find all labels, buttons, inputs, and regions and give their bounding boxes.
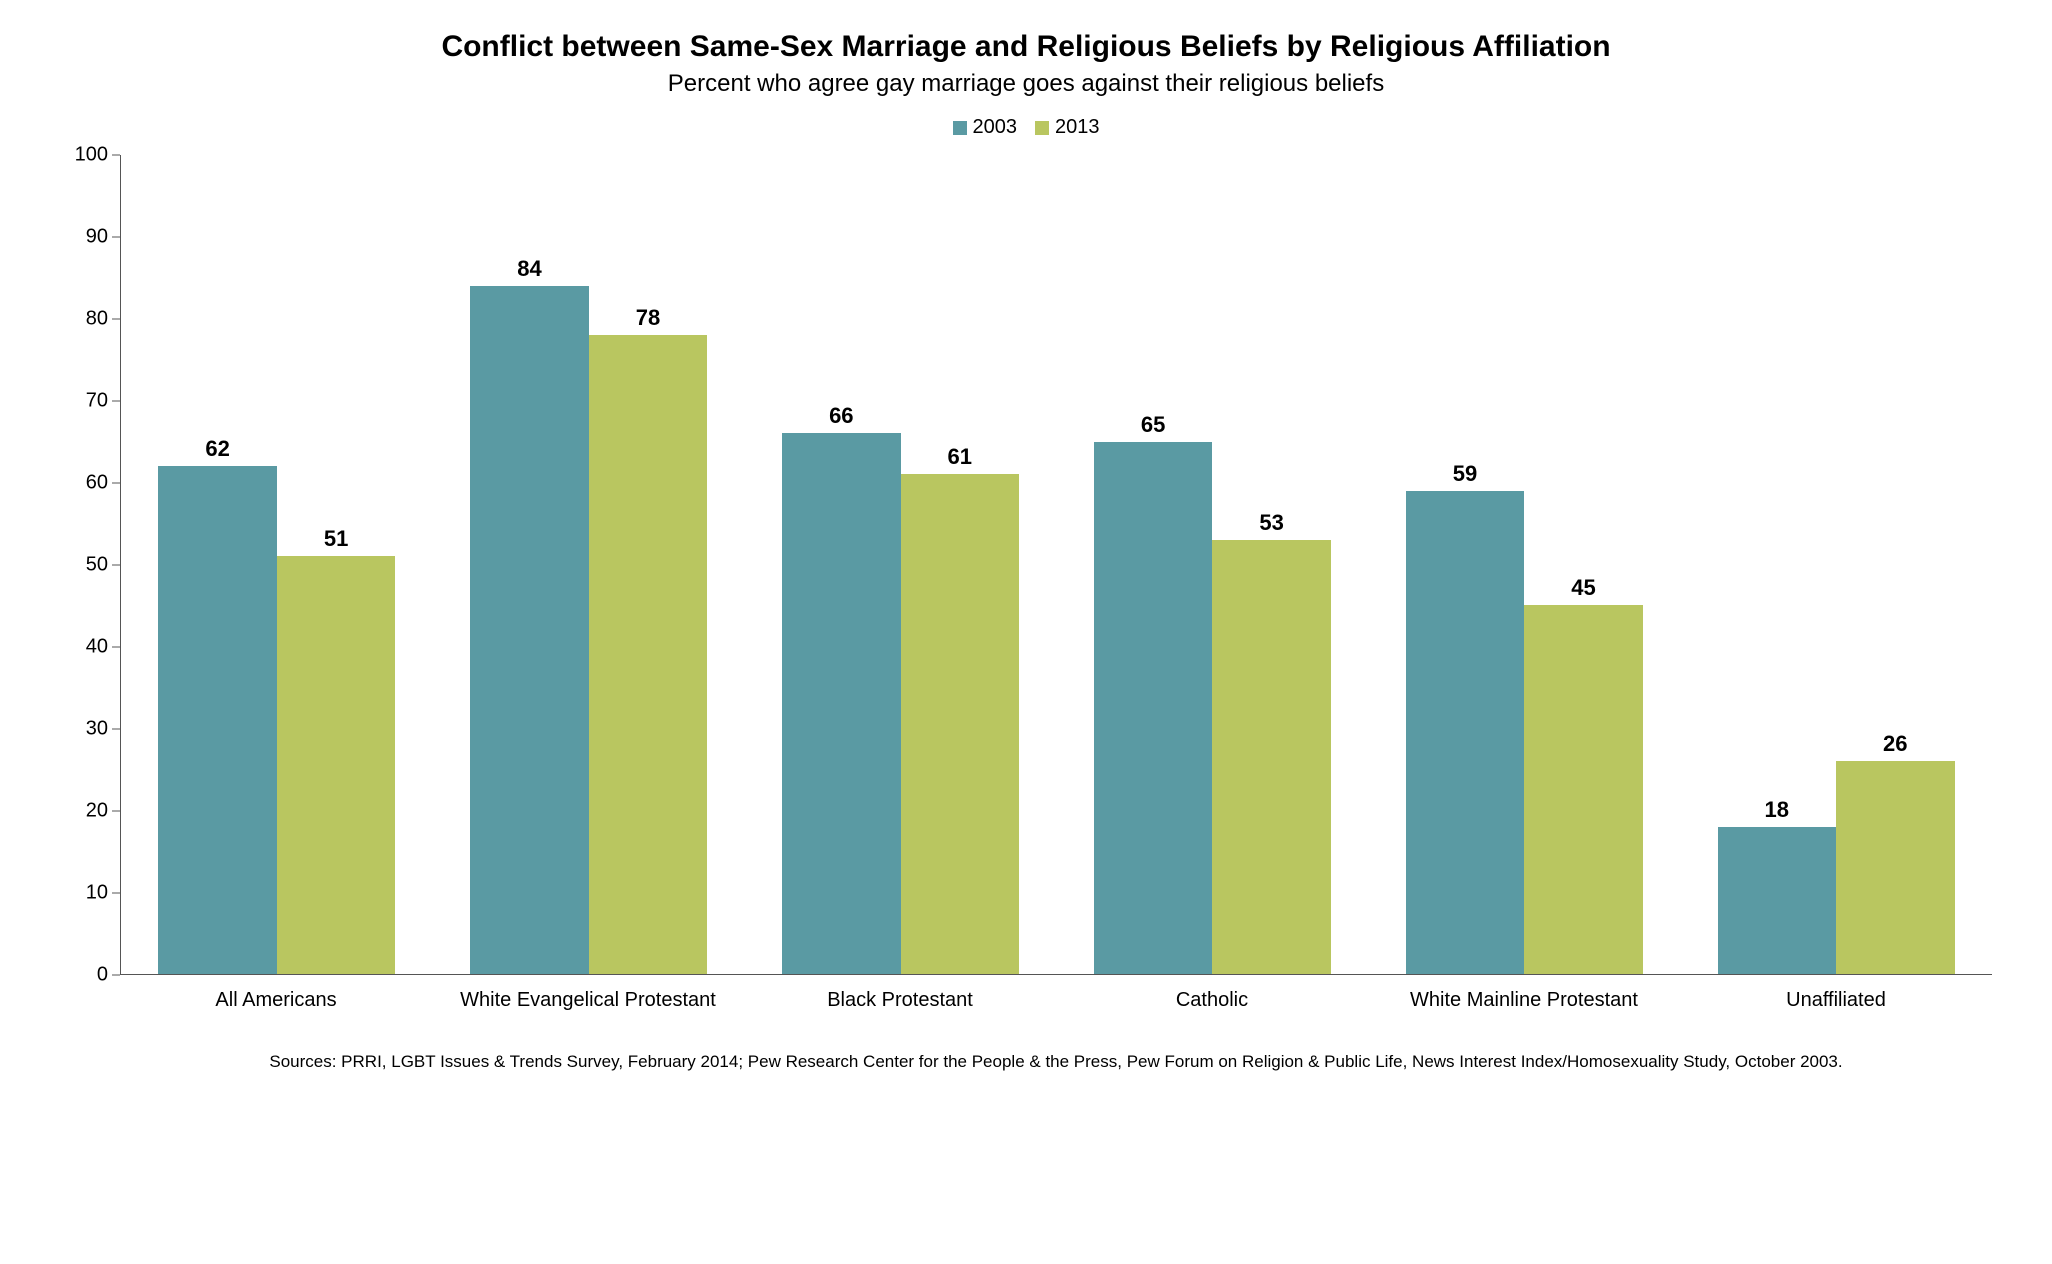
bar-group: 6251: [121, 155, 433, 974]
y-axis: 0102030405060708090100: [60, 155, 120, 975]
y-tick-mark: [112, 729, 120, 730]
y-tick-mark: [112, 155, 120, 156]
x-axis-labels: All AmericansWhite Evangelical Protestan…: [120, 989, 1992, 1012]
bar-group: 1826: [1680, 155, 1992, 974]
y-tick-label: 40: [86, 636, 108, 659]
legend-swatch: [1035, 121, 1049, 135]
bar-group: 8478: [433, 155, 745, 974]
x-axis-label: Unaffiliated: [1680, 989, 1992, 1012]
bar: 45: [1524, 605, 1642, 974]
y-tick-mark: [112, 565, 120, 566]
bar: 84: [470, 286, 588, 974]
bar: 51: [277, 556, 395, 974]
bar-value-label: 65: [1141, 412, 1165, 438]
y-tick-mark: [112, 483, 120, 484]
y-tick-label: 10: [86, 882, 108, 905]
bar-value-label: 53: [1259, 510, 1283, 536]
bar-value-label: 62: [205, 436, 229, 462]
y-tick-mark: [112, 975, 120, 976]
x-axis-label: White Mainline Protestant: [1368, 989, 1680, 1012]
bar: 65: [1094, 442, 1212, 974]
y-tick-mark: [112, 237, 120, 238]
y-tick-label: 0: [97, 964, 108, 987]
legend: 2003 2013: [60, 116, 1992, 139]
bar: 26: [1836, 761, 1954, 974]
bar-value-label: 51: [324, 526, 348, 552]
legend-label: 2003: [973, 116, 1018, 139]
bar: 62: [158, 466, 276, 974]
chart-title: Conflict between Same-Sex Marriage and R…: [60, 30, 1992, 64]
bar-value-label: 78: [636, 305, 660, 331]
bar: 53: [1212, 540, 1330, 974]
y-tick-mark: [112, 811, 120, 812]
bar-group: 5945: [1368, 155, 1680, 974]
plot-area: 625184786661655359451826: [120, 155, 1992, 975]
source-note: Sources: PRRI, LGBT Issues & Trends Surv…: [120, 1050, 1992, 1074]
bar-group: 6661: [745, 155, 1057, 974]
bar-value-label: 66: [829, 403, 853, 429]
y-tick-label: 100: [75, 144, 108, 167]
y-tick-label: 50: [86, 554, 108, 577]
bar-value-label: 61: [948, 444, 972, 470]
plot: 0102030405060708090100 62518478666165535…: [60, 155, 1992, 975]
y-tick-label: 70: [86, 390, 108, 413]
y-tick-mark: [112, 893, 120, 894]
bar-value-label: 26: [1883, 731, 1907, 757]
y-tick-mark: [112, 319, 120, 320]
bar: 59: [1406, 491, 1524, 974]
bar-value-label: 45: [1571, 575, 1595, 601]
y-tick-label: 90: [86, 226, 108, 249]
bar: 78: [589, 335, 707, 974]
legend-item: 2013: [1035, 116, 1100, 139]
bar-value-label: 84: [517, 256, 541, 282]
y-tick-label: 80: [86, 308, 108, 331]
bar-value-label: 59: [1453, 461, 1477, 487]
bar: 18: [1718, 827, 1836, 974]
y-tick-label: 60: [86, 472, 108, 495]
x-axis-label: Black Protestant: [744, 989, 1056, 1012]
chart-container: Conflict between Same-Sex Marriage and R…: [60, 30, 1992, 1074]
bar-value-label: 18: [1765, 797, 1789, 823]
y-tick-mark: [112, 647, 120, 648]
x-axis-label: All Americans: [120, 989, 432, 1012]
y-tick-mark: [112, 401, 120, 402]
y-tick-label: 20: [86, 800, 108, 823]
legend-label: 2013: [1055, 116, 1100, 139]
bar: 66: [782, 433, 900, 974]
x-axis-label: White Evangelical Protestant: [432, 989, 744, 1012]
bar-group: 6553: [1056, 155, 1368, 974]
chart-subtitle: Percent who agree gay marriage goes agai…: [60, 70, 1992, 98]
legend-item: 2003: [953, 116, 1018, 139]
y-tick-label: 30: [86, 718, 108, 741]
bar: 61: [901, 474, 1019, 974]
bar-groups: 625184786661655359451826: [121, 155, 1992, 974]
x-axis-label: Catholic: [1056, 989, 1368, 1012]
legend-swatch: [953, 121, 967, 135]
